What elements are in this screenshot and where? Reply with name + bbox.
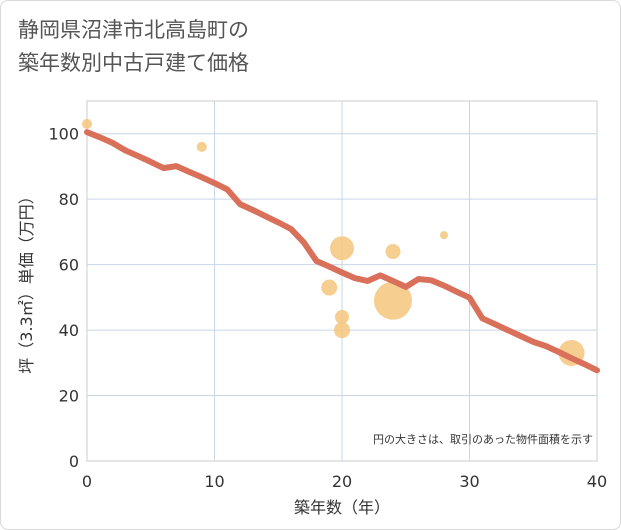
x-tick-label: 20 [332, 472, 352, 491]
grid-lines [87, 101, 597, 461]
x-axis-label: 築年数（年） [294, 498, 390, 517]
x-tick-label: 30 [459, 472, 479, 491]
x-tick-label: 0 [82, 472, 92, 491]
bubbles [82, 118, 585, 366]
y-tick-label: 20 [59, 387, 79, 406]
y-axis-ticks: 0 20 40 60 80 100 [48, 125, 79, 471]
data-point [385, 244, 401, 260]
y-axis-label: 坪（3.3㎡）単価（万円） [17, 188, 36, 373]
x-tick-label: 40 [587, 472, 607, 491]
size-note: 円の大きさは、取引のあった物件面積を示す [373, 432, 593, 446]
y-tick-label: 80 [59, 190, 79, 209]
data-point [196, 141, 207, 152]
data-point [82, 118, 92, 129]
y-tick-label: 0 [69, 452, 79, 471]
x-tick-label: 10 [204, 472, 224, 491]
data-point [330, 236, 354, 261]
chart-title: 静岡県沼津市北高島町の 築年数別中古戸建て価格 [18, 14, 538, 80]
data-point [334, 322, 350, 339]
data-point [335, 310, 349, 324]
y-tick-label: 60 [59, 256, 79, 275]
trend-line [84, 129, 600, 374]
data-point [321, 279, 338, 296]
y-tick-label: 100 [48, 125, 79, 144]
chart-title-line1: 静岡県沼津市北高島町の [18, 18, 249, 42]
data-point [374, 281, 412, 320]
data-point [440, 231, 448, 240]
chart-title-line2: 築年数別中古戸建て価格 [18, 51, 249, 75]
y-tick-label: 40 [59, 321, 79, 340]
x-axis-ticks: 0 10 20 30 40 [82, 472, 607, 491]
